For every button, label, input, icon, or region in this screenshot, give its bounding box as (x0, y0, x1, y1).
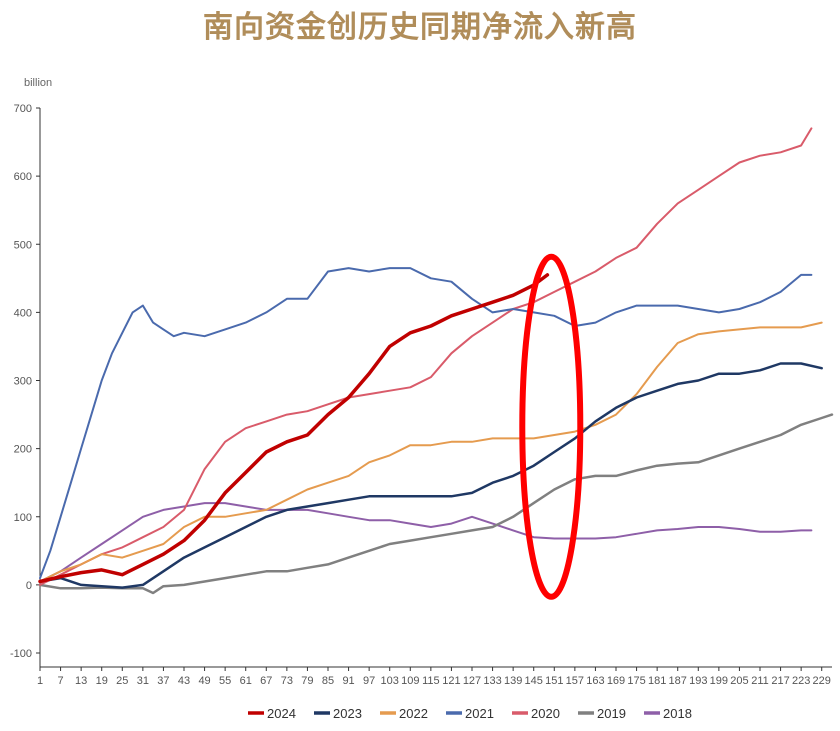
x-tick-label: 205 (730, 675, 748, 687)
series-line-2019 (38, 413, 834, 595)
chart-title: 南向资金创历史同期净流入新高 (203, 10, 637, 45)
legend-label-2021: 2021 (465, 706, 494, 721)
highlight-ellipse (519, 253, 584, 600)
legend-label-2020: 2020 (531, 706, 560, 721)
y-tick-label: 100 (14, 512, 32, 524)
x-tick-label: 25 (116, 675, 128, 687)
legend-label-2022: 2022 (399, 706, 428, 721)
x-tick-label: 7 (58, 675, 64, 687)
x-tick-label: 133 (483, 675, 501, 687)
x-tick-label: 163 (586, 675, 604, 687)
x-tick-label: 175 (627, 675, 645, 687)
x-tick-label: 91 (342, 675, 354, 687)
legend-label-2024: 2024 (267, 706, 296, 721)
x-tick-label: 217 (771, 675, 789, 687)
y-tick-label: -100 (10, 648, 32, 660)
x-tick-label: 145 (525, 675, 543, 687)
series-line-2020 (39, 127, 813, 586)
x-tick-label: 187 (669, 675, 687, 687)
y-tick-label: 200 (14, 444, 32, 456)
x-tick-label: 229 (813, 675, 831, 687)
x-tick-label: 151 (545, 675, 563, 687)
series-line-2021 (39, 267, 813, 580)
x-tick-label: 211 (751, 675, 769, 687)
x-tick-label: 199 (710, 675, 728, 687)
series-line-2024 (38, 273, 550, 584)
x-tick-label: 103 (381, 675, 399, 687)
x-tick-label: 109 (401, 675, 419, 687)
y-tick-label: 500 (14, 239, 32, 251)
x-tick-label: 31 (137, 675, 149, 687)
legend: 2024 2023 2022 2021 2020 2019 2018 (248, 706, 692, 721)
x-tick-label: 43 (178, 675, 190, 687)
legend-label-2018: 2018 (663, 706, 692, 721)
x-tick-label: 121 (442, 675, 460, 687)
y-tick-label: 0 (26, 580, 32, 592)
y-tick-label: 700 (14, 103, 32, 115)
x-tick-label: 169 (607, 675, 625, 687)
axes: billion -100 0 100 200 300 400 500 600 700 1 7 13 19 2… (10, 77, 832, 687)
x-tick-label: 73 (281, 675, 293, 687)
x-tick-label: 49 (198, 675, 210, 687)
x-tick-label: 67 (260, 675, 272, 687)
x-tick-label: 181 (648, 675, 666, 687)
series-lines (38, 127, 834, 595)
series-line-2022 (39, 321, 823, 583)
x-tick-label: 97 (363, 675, 375, 687)
legend-label-2019: 2019 (597, 706, 626, 721)
x-tick-label: 85 (322, 675, 334, 687)
series-line-2018 (39, 502, 813, 583)
y-tick-label: 400 (14, 307, 32, 319)
x-tick-label: 139 (504, 675, 522, 687)
y-tick-label: 600 (14, 171, 32, 183)
x-tick-label: 13 (75, 675, 87, 687)
x-tick-label: 61 (240, 675, 252, 687)
x-tick-label: 79 (301, 675, 313, 687)
x-tick-label: 115 (422, 675, 440, 687)
x-tick-label: 193 (689, 675, 707, 687)
legend-label-2023: 2023 (333, 706, 362, 721)
x-tick-label: 223 (792, 675, 810, 687)
y-unit-label: billion (24, 77, 52, 89)
series-line-2023 (38, 362, 823, 589)
x-tick-label: 37 (157, 675, 169, 687)
x-tick-label: 157 (566, 675, 584, 687)
y-tick-label: 300 (14, 376, 32, 388)
x-tick-label: 55 (219, 675, 231, 687)
highlight-layer (519, 253, 584, 600)
x-tick-label: 127 (463, 675, 481, 687)
x-tick-label: 19 (96, 675, 108, 687)
x-tick-label: 1 (37, 675, 43, 687)
